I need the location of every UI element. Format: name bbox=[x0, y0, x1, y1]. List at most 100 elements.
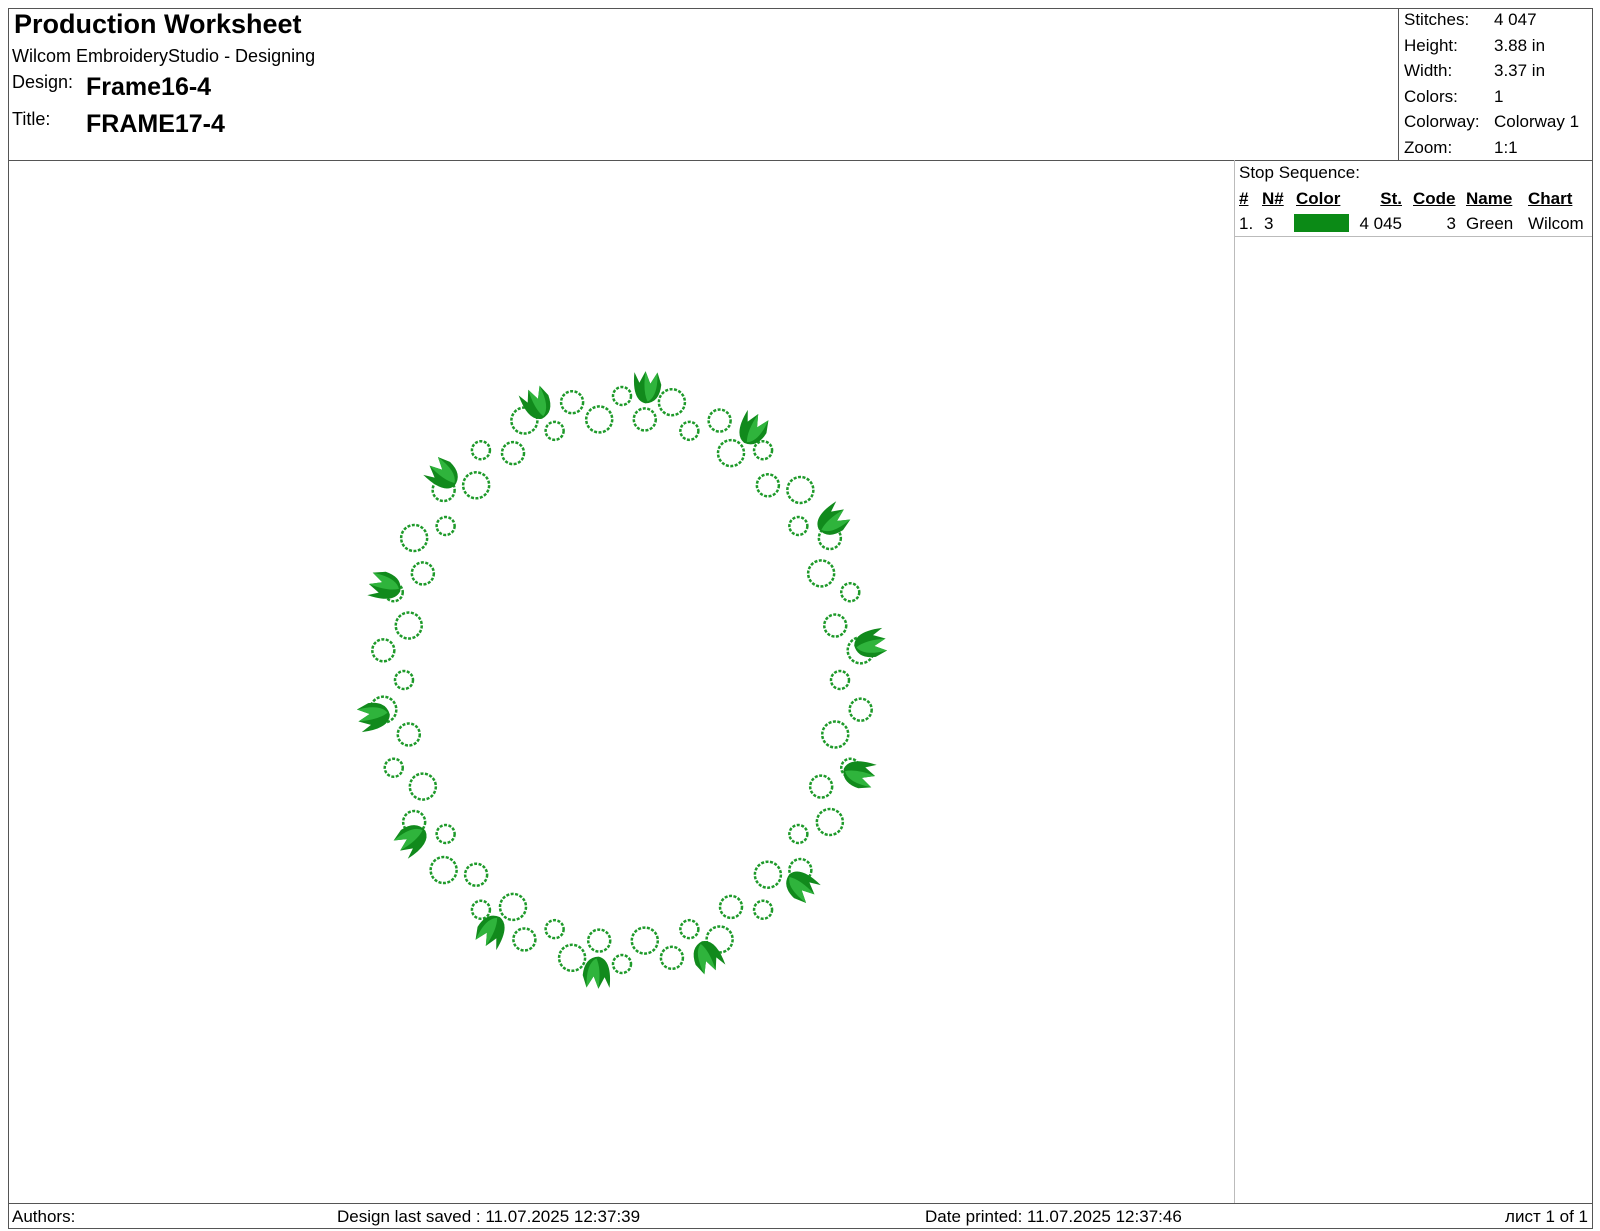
swirl bbox=[657, 387, 687, 417]
swirl bbox=[788, 515, 809, 537]
swirl bbox=[815, 807, 845, 837]
swirl bbox=[470, 439, 492, 461]
last-saved: Design last saved : 11.07.2025 12:37:39 bbox=[337, 1207, 641, 1226]
tulip bbox=[854, 627, 888, 658]
tulip bbox=[518, 385, 551, 420]
tulip-petal bbox=[475, 917, 498, 947]
tulip bbox=[367, 571, 401, 599]
column-header: N# bbox=[1262, 189, 1284, 208]
info-label: Colors: bbox=[1404, 86, 1458, 106]
tulip-petal bbox=[697, 943, 716, 975]
row-name: Green bbox=[1466, 214, 1514, 233]
swirl bbox=[512, 927, 537, 952]
tulip-petal bbox=[586, 958, 600, 989]
swirl bbox=[371, 638, 396, 663]
info-value: Colorway 1 bbox=[1494, 112, 1580, 131]
tulip-petal bbox=[368, 572, 399, 590]
row-stitches: 4 045 bbox=[1359, 214, 1402, 233]
info-label: Width: bbox=[1404, 61, 1453, 80]
worksheet-border bbox=[8, 8, 1593, 1229]
swirl bbox=[820, 720, 850, 749]
swirl bbox=[848, 697, 873, 722]
tulip bbox=[582, 956, 611, 989]
column-header: St. bbox=[1380, 189, 1402, 208]
swirl bbox=[559, 389, 585, 415]
swirl bbox=[752, 439, 774, 461]
info-value: 1:1 bbox=[1494, 137, 1518, 157]
info-label: Colorway: bbox=[1404, 112, 1480, 131]
row-code: 3 bbox=[1446, 214, 1456, 233]
doc-title: Production Worksheet bbox=[14, 9, 302, 39]
info-label: Height: bbox=[1404, 35, 1458, 55]
swirl bbox=[435, 823, 456, 845]
tulip-petal bbox=[856, 638, 888, 653]
tulip bbox=[786, 871, 821, 903]
swirl bbox=[544, 918, 565, 940]
swirl bbox=[753, 860, 783, 889]
swirl bbox=[716, 438, 746, 468]
swirl bbox=[840, 581, 861, 603]
color-swatch bbox=[1294, 214, 1349, 232]
date-printed: Date printed: 11.07.2025 12:37:46 bbox=[925, 1207, 1182, 1226]
tulip-petal bbox=[845, 770, 876, 788]
embroidery-design bbox=[356, 371, 888, 989]
swirl bbox=[679, 918, 700, 940]
panel-divider bbox=[1234, 160, 1235, 1203]
tulip-petal bbox=[356, 707, 388, 722]
swirl bbox=[718, 894, 744, 920]
tulip-petal bbox=[644, 371, 658, 402]
swirl bbox=[611, 385, 633, 407]
swirl bbox=[394, 611, 424, 640]
tulip bbox=[475, 915, 505, 951]
stop-title: Stop Sequence: bbox=[1239, 163, 1360, 182]
swirl bbox=[806, 559, 836, 588]
design-name: Frame16-4 bbox=[86, 73, 212, 101]
tulip bbox=[423, 457, 458, 489]
column-header: # bbox=[1239, 189, 1249, 208]
swirl bbox=[786, 475, 815, 505]
swirl bbox=[399, 523, 429, 553]
column-header: Name bbox=[1466, 189, 1513, 208]
design-label: Design: bbox=[12, 72, 74, 92]
swirl bbox=[632, 407, 658, 432]
authors: Authors: bbox=[12, 1207, 76, 1226]
tulip bbox=[817, 501, 851, 535]
info-divider bbox=[1398, 8, 1399, 161]
info-value: 1 bbox=[1494, 86, 1504, 106]
swirl bbox=[410, 561, 436, 586]
swirl bbox=[401, 809, 427, 835]
swirl bbox=[586, 928, 612, 953]
info-value: 4 047 bbox=[1494, 10, 1537, 29]
page-number: лист 1 of 1 bbox=[1505, 1207, 1588, 1226]
swirl bbox=[755, 473, 781, 498]
swirl bbox=[788, 857, 813, 883]
row-chart: Wilcom bbox=[1528, 214, 1584, 233]
title-value: FRAME17-4 bbox=[86, 110, 225, 138]
tulip-petal bbox=[746, 413, 769, 443]
swirl bbox=[461, 471, 491, 500]
swirl bbox=[630, 926, 660, 955]
swirl bbox=[679, 420, 700, 442]
title-label: Title: bbox=[12, 109, 51, 129]
swirl bbox=[707, 408, 732, 433]
column-header: Code bbox=[1413, 189, 1456, 208]
tulip-petal bbox=[429, 457, 455, 484]
tulip bbox=[739, 409, 769, 445]
row-index: 1. bbox=[1239, 214, 1254, 233]
header-divider bbox=[8, 160, 1593, 161]
tulip-petal bbox=[789, 876, 815, 903]
swirl bbox=[396, 722, 422, 747]
swirl bbox=[788, 823, 809, 845]
tulip bbox=[843, 761, 877, 789]
swirl bbox=[808, 774, 834, 799]
swirl bbox=[393, 669, 415, 691]
swirl bbox=[829, 669, 851, 691]
swirl bbox=[822, 613, 848, 638]
tulip bbox=[393, 825, 427, 859]
info-value: 3.37 in bbox=[1494, 61, 1546, 80]
tulip-petal bbox=[393, 828, 423, 851]
subtitle: Wilcom EmbroideryStudio - Designing bbox=[12, 46, 316, 66]
swirl bbox=[752, 899, 774, 921]
info-label: Zoom: bbox=[1404, 137, 1453, 157]
